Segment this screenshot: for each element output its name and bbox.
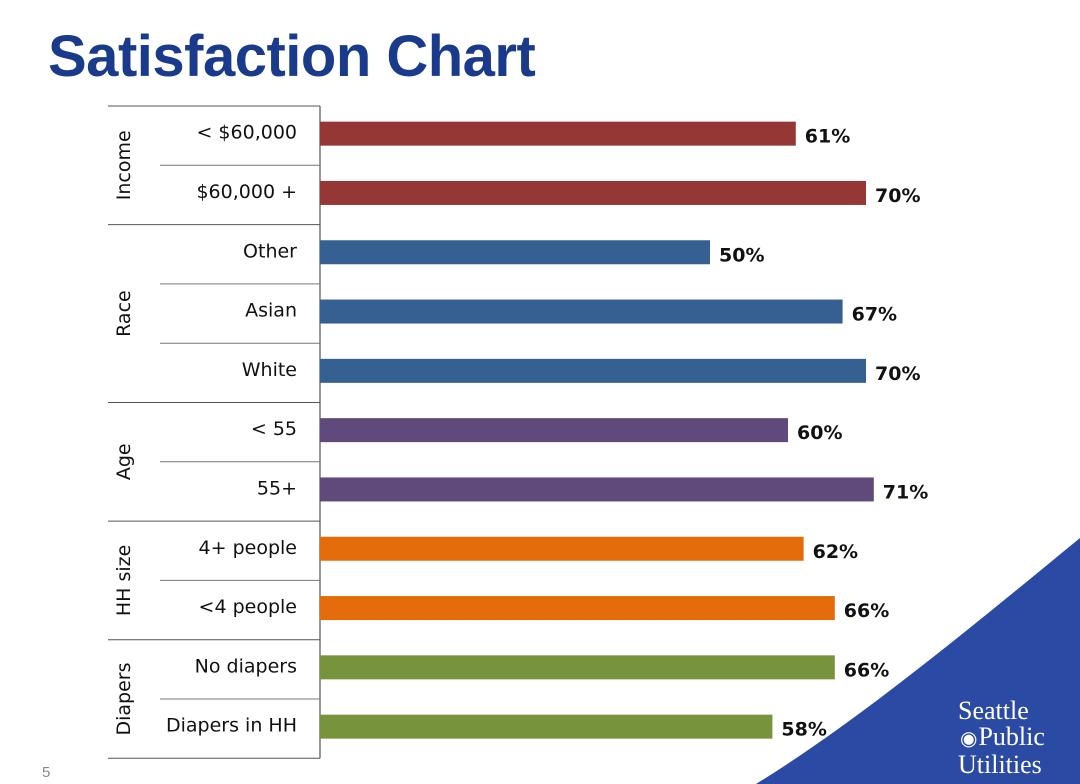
category-label-other: Other	[243, 240, 297, 262]
category-label-4-people: <4 people	[199, 596, 297, 618]
logo-line-3: Utilities	[958, 750, 1042, 779]
category-label-55: 55+	[257, 477, 297, 499]
bar-income-60-000	[320, 121, 796, 146]
value-label-hh-size-4-people: 66%	[844, 600, 889, 622]
bar-diapers-no-diapers	[320, 655, 835, 680]
category-table-lines	[108, 105, 321, 759]
value-label-income-60-000: 61%	[805, 126, 850, 148]
slide-title: Satisfaction Chart	[48, 24, 536, 89]
bar-age-55	[320, 418, 788, 443]
category-label-asian: Asian	[245, 300, 297, 322]
value-label-race-asian: 67%	[852, 304, 897, 326]
bar-race-other	[320, 240, 710, 265]
labels-layer: Income < $60,000 61% $60,000 + 70% Race Other 5…	[113, 122, 928, 741]
group-label-age: Age	[113, 443, 135, 480]
corner-swoosh	[756, 538, 1080, 784]
bars-layer	[320, 121, 874, 739]
value-label-age-55: 60%	[797, 422, 842, 444]
value-label-income-60-000: 70%	[875, 185, 920, 207]
category-label-4-people: 4+ people	[199, 537, 297, 559]
category-label-diapers-in-hh: Diapers in HH	[166, 715, 297, 737]
group-label-race: Race	[113, 290, 135, 337]
spu-logo: Seattle ◉Public Utilities	[958, 698, 1045, 778]
spu-swirl-icon: ◉	[960, 728, 978, 750]
bar-age-55	[320, 477, 874, 502]
group-label-diapers: Diapers	[113, 662, 135, 735]
value-label-hh-size-4-people: 62%	[813, 541, 858, 563]
value-label-diapers-diapers-in-hh: 58%	[781, 719, 826, 741]
category-label-no-diapers: No diapers	[195, 655, 297, 677]
bar-hh-size-4-people	[320, 596, 835, 621]
category-label-60-000: < $60,000	[196, 122, 297, 144]
bar-diapers-diapers-in-hh	[320, 714, 773, 739]
slide-page-number: 5	[42, 764, 51, 781]
value-label-diapers-no-diapers: 66%	[844, 659, 889, 681]
bar-income-60-000	[320, 180, 866, 205]
logo-line-2: Public	[978, 722, 1045, 751]
bar-race-white	[320, 358, 866, 383]
group-label-income: Income	[113, 130, 135, 200]
value-label-age-55: 71%	[883, 481, 928, 503]
bar-hh-size-4-people	[320, 536, 804, 561]
value-label-race-other: 50%	[719, 244, 764, 266]
logo-line-1: Seattle	[958, 696, 1029, 725]
category-label-white: White	[242, 359, 297, 381]
value-label-race-white: 70%	[875, 363, 920, 385]
bar-race-asian	[320, 299, 843, 324]
group-label-hh-size: HH size	[113, 545, 135, 616]
category-label-55: < 55	[251, 418, 297, 440]
category-label-60-000: $60,000 +	[196, 181, 297, 203]
